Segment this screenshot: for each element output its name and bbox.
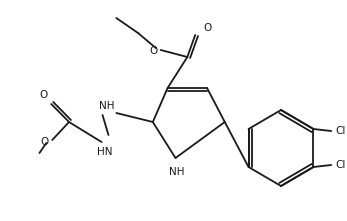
Text: Cl: Cl	[335, 160, 346, 170]
Text: Cl: Cl	[335, 126, 346, 136]
Text: O: O	[39, 90, 47, 100]
Text: O: O	[150, 46, 158, 56]
Text: NH: NH	[99, 101, 115, 111]
Text: O: O	[40, 137, 48, 147]
Text: NH: NH	[169, 167, 184, 177]
Text: HN: HN	[97, 147, 112, 157]
Text: O: O	[203, 23, 211, 33]
